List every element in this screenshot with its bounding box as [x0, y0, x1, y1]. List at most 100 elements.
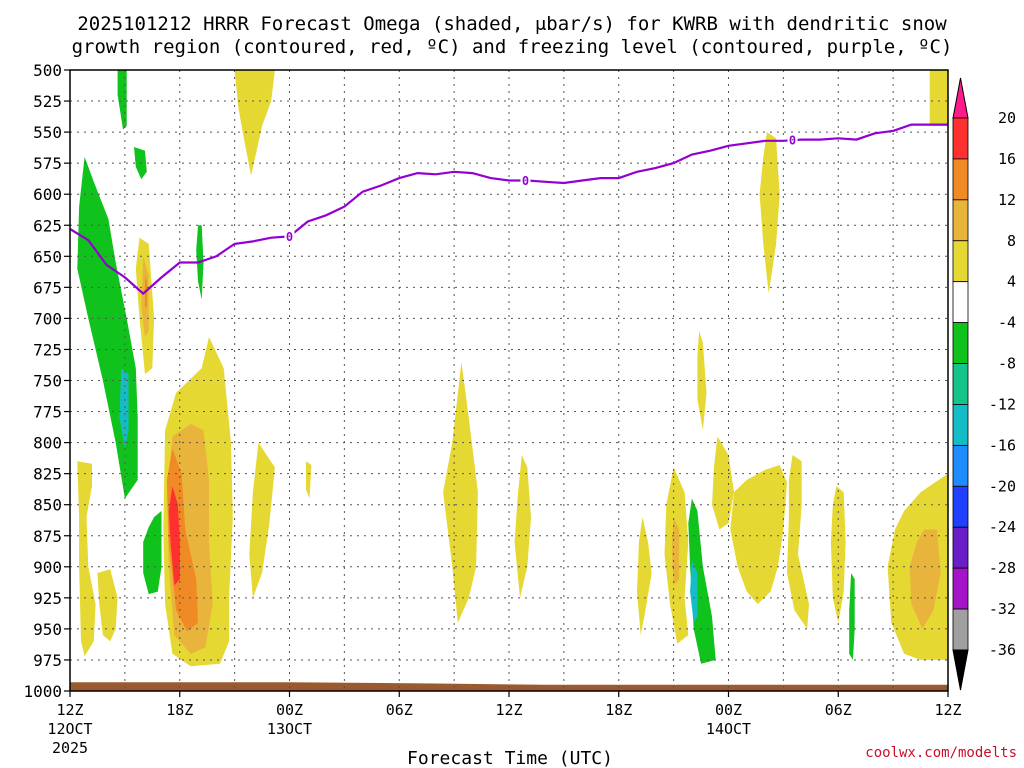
y-tick-label-525: 525 — [33, 92, 62, 111]
freezing-label-bg-1 — [520, 173, 531, 187]
freezing-level-label-2: 0 — [789, 134, 796, 148]
y-tick-label-550: 550 — [33, 123, 62, 142]
x-tick-label-36: 00Z — [715, 701, 742, 719]
omega-region-yellow-1 — [234, 70, 275, 176]
y-tick-label-1000: 1000 — [23, 682, 62, 701]
omega-region-yellow-14 — [249, 442, 275, 598]
colorbar: 20 16 12 8 4 -4 -8 -12 -16 -20 -24 -28 -32 -36 — [952, 77, 1016, 691]
colorbar-top-arrow — [952, 77, 969, 119]
omega-region-yellow-29 — [787, 455, 809, 629]
freezing-level-label-1: 0 — [522, 174, 529, 188]
colorbar-band-5 — [952, 322, 969, 364]
x-tick-label-30: 18Z — [605, 701, 632, 719]
colorbar-bottom-arrow — [952, 649, 969, 691]
credit-link[interactable]: coolwx.com/modelts — [865, 745, 1017, 761]
x-tick-label-6: 18Z — [166, 701, 193, 719]
chart-title-line1: 2025101212 HRRR Forecast Omega (shaded, … — [77, 13, 947, 35]
colorbar-band-12 — [952, 608, 969, 651]
y-tick-label-975: 975 — [33, 651, 62, 670]
colorbar-label-7: -12 — [989, 395, 1016, 413]
colorbar-label-4: 4 — [1007, 273, 1016, 291]
freezing-level-line — [69, 123, 948, 296]
freezing-label-bg-0 — [284, 229, 295, 243]
y-tick-label-900: 900 — [33, 558, 62, 577]
omega-region-yellow-30 — [759, 132, 780, 294]
omega-region-yellow-21 — [637, 517, 652, 636]
colorbar-band-3 — [952, 240, 969, 283]
omega-region-gold-34 — [909, 529, 941, 629]
colorbar-band-9 — [952, 485, 969, 528]
y-tick-label-600: 600 — [33, 185, 62, 204]
colorbar-label-12: -32 — [989, 600, 1016, 618]
y-tick-label-625: 625 — [33, 216, 62, 235]
omega-region-cyan-25 — [690, 560, 698, 623]
colorbar-label-9: -20 — [989, 477, 1016, 495]
colorbar-label-3: 8 — [1007, 232, 1016, 250]
y-tick-label-575: 575 — [33, 154, 62, 173]
omega-region-yellow-19 — [443, 361, 478, 623]
y-tick-label-875: 875 — [33, 527, 62, 546]
y-tick-label-650: 650 — [33, 247, 62, 266]
y-tick-label-925: 925 — [33, 589, 62, 608]
omega-region-green-32 — [849, 573, 855, 660]
x-tick-date-36: 14OCT — [706, 720, 751, 738]
x-tick-label-42: 06Z — [825, 701, 852, 719]
omega-region-yellow-35 — [929, 70, 948, 126]
colorbar-label-10: -24 — [989, 518, 1016, 536]
omega-region-yellow-17 — [97, 569, 118, 642]
colorbar-label-13: -36 — [989, 641, 1016, 659]
x-tick-label-48: 12Z — [934, 701, 961, 719]
colorbar-band-11 — [952, 567, 969, 610]
chart-title-line2: growth region (contoured, red, ºC) and f… — [72, 36, 953, 58]
freezing-level-label-0: 0 — [286, 230, 293, 244]
colorbar-band-6 — [952, 363, 969, 405]
colorbar-band-1 — [952, 158, 969, 201]
omega-region-yellow-15 — [306, 461, 312, 499]
colorbar-band-10 — [952, 526, 969, 569]
freezing-label-bg-2 — [787, 133, 798, 147]
y-tick-label-800: 800 — [33, 434, 62, 453]
colorbar-label-6: -8 — [998, 355, 1016, 373]
colorbar-label-11: -28 — [989, 559, 1016, 577]
x-tick-label-12: 00Z — [276, 701, 303, 719]
colorbar-band-8 — [952, 444, 969, 487]
x-axis-label: Forecast Time (UTC) — [407, 748, 613, 768]
omega-region-yellow-16 — [77, 461, 96, 657]
y-tick-label-500: 500 — [33, 61, 62, 80]
omega-region-cyan-4 — [119, 368, 129, 449]
y-tick-label-850: 850 — [33, 496, 62, 515]
y-tick-label-775: 775 — [33, 403, 62, 422]
x-tick-date-0: 12OCT — [47, 720, 92, 738]
colorbar-label-5: -4 — [998, 314, 1016, 332]
omega-region-yellow-27 — [712, 436, 734, 530]
colorbar-band-0 — [952, 117, 969, 160]
y-tick-label-950: 950 — [33, 620, 62, 639]
omega-region-yellow-28 — [730, 465, 787, 605]
x-tick-year: 2025 — [52, 739, 88, 757]
y-tick-label-700: 700 — [33, 309, 62, 328]
colorbar-label-0: 20 — [998, 109, 1016, 127]
y-tick-label-750: 750 — [33, 372, 62, 391]
omega-shading — [77, 70, 948, 667]
colorbar-label-8: -16 — [989, 436, 1016, 454]
x-tick-label-24: 12Z — [495, 701, 522, 719]
colorbar-label-2: 12 — [998, 191, 1016, 209]
x-tick-date-12: 13OCT — [267, 720, 312, 738]
omega-region-green-13 — [143, 510, 162, 595]
x-tick-label-0: 12Z — [56, 701, 83, 719]
y-tick-label-825: 825 — [33, 465, 62, 484]
y-tick-label-675: 675 — [33, 278, 62, 297]
omega-region-green-24 — [688, 498, 716, 664]
colorbar-band-2 — [952, 199, 969, 242]
omega-region-green-3 — [77, 156, 138, 499]
colorbar-band-7 — [952, 404, 969, 446]
freezing-level-contour: 0 0 0 — [69, 123, 948, 296]
omega-region-red-12 — [168, 486, 180, 586]
y-tick-label-725: 725 — [33, 340, 62, 359]
colorbar-band-4 — [952, 281, 969, 324]
omega-region-yellow-20 — [514, 455, 531, 598]
colorbar-label-1: 16 — [998, 150, 1016, 168]
x-tick-label-18: 06Z — [386, 701, 413, 719]
